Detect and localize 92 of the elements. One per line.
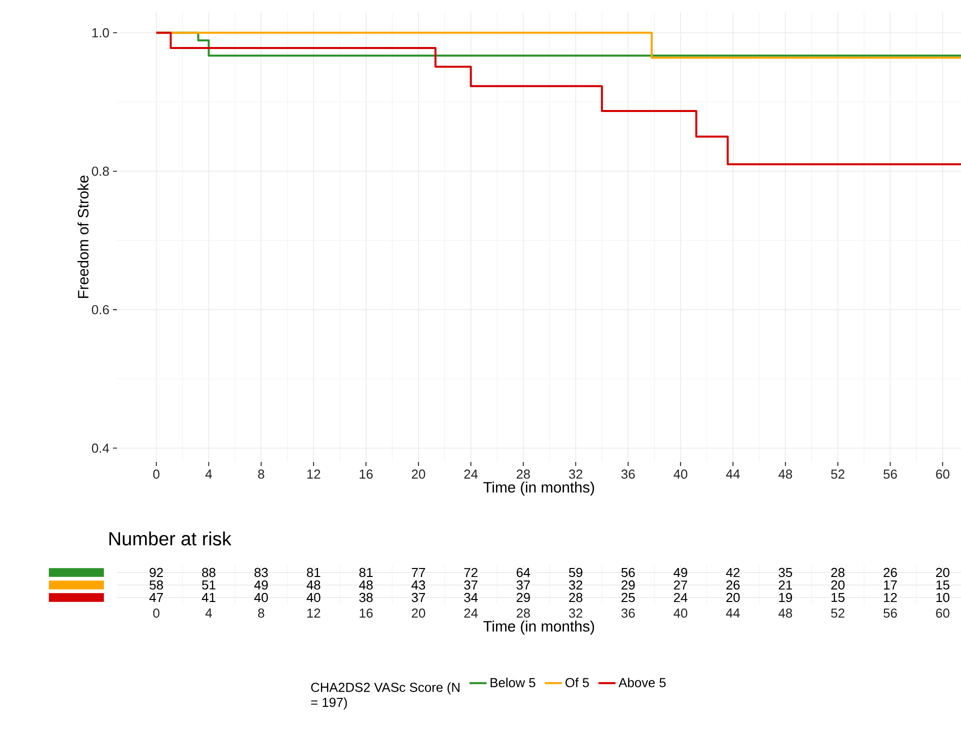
- data-label: 20: [936, 568, 950, 578]
- category-label: 56: [884, 608, 897, 618]
- x-tick-label: 20: [412, 470, 426, 479]
- text: Time (in months): [483, 620, 594, 635]
- data-label: 88: [202, 568, 216, 578]
- x-tick-label: 16: [360, 470, 373, 479]
- category-label: 28: [516, 608, 530, 618]
- data-label: 40: [306, 592, 320, 602]
- data-label: 37: [464, 580, 478, 590]
- data-label: 32: [568, 608, 582, 618]
- data-label: 59: [568, 568, 582, 578]
- data-label: 83: [254, 568, 268, 578]
- data-label: 15: [936, 580, 950, 590]
- category-label: 44: [726, 608, 740, 618]
- data-label: 19: [779, 592, 792, 602]
- data-label: 58: [150, 580, 163, 590]
- data-label: 51: [202, 580, 216, 590]
- category-label: 52: [831, 608, 844, 618]
- data-label: 64: [516, 568, 530, 578]
- data-label: 12: [884, 592, 897, 602]
- data-label: 26: [884, 568, 897, 578]
- y-tick-label: 0.6: [92, 305, 109, 314]
- x-tick-label: 12: [307, 470, 320, 479]
- x-tick-label: 40: [674, 470, 688, 479]
- x-tick-label: 24: [464, 470, 478, 479]
- data-label: 27: [674, 580, 688, 590]
- x-tick-label: 8: [258, 470, 264, 479]
- data-label: 29: [516, 592, 530, 602]
- y-tick-label: 1.0: [92, 28, 109, 38]
- data-label: 29: [622, 580, 635, 590]
- data-label: 37: [412, 592, 425, 602]
- category-label: 20: [412, 608, 426, 618]
- x-axis-title: Time (in months): [483, 482, 594, 496]
- legend-label: Of 5: [566, 678, 589, 688]
- data-label: 77: [412, 568, 425, 577]
- legend-title: CHA2DS2 VASc Score (N = 197): [311, 682, 460, 710]
- category-label: 4: [205, 608, 212, 618]
- data-label: 21: [778, 580, 792, 590]
- category-label: 32: [568, 580, 582, 590]
- category-label: 40: [674, 608, 688, 618]
- data-label: 35: [778, 568, 792, 578]
- data-label: 49: [254, 580, 268, 590]
- data-label: 25: [622, 592, 635, 602]
- legend-label: Below 5: [490, 678, 536, 688]
- x-tick-label: 52: [831, 470, 844, 479]
- data-label: 26: [726, 580, 740, 590]
- data-label: 81: [359, 568, 373, 578]
- x-tick-label: 28: [516, 470, 530, 479]
- data-label: 17: [884, 580, 897, 590]
- data-label: 92: [150, 568, 163, 578]
- data-label: 49: [674, 568, 688, 578]
- y-tick-label: 0.8: [92, 166, 109, 176]
- x-tick-label: 56: [884, 470, 897, 479]
- data-label: 34: [464, 592, 478, 602]
- data-label: 81: [306, 568, 320, 578]
- x-tick-label: 4: [205, 470, 212, 478]
- y-axis-title: Freedom of Stroke: [78, 176, 89, 298]
- category-label: 36: [621, 608, 635, 618]
- data-label: 42: [726, 568, 740, 578]
- data-label: 20: [726, 592, 740, 602]
- data-label: 56: [621, 568, 635, 578]
- x-tick-label: 48: [778, 470, 792, 479]
- data-label: 48: [359, 580, 373, 590]
- text: Number at risk: [109, 532, 232, 546]
- legend-label: Above 5: [618, 678, 666, 688]
- category-label: 48: [778, 608, 792, 618]
- x-tick-label: 36: [621, 470, 635, 479]
- data-label: 28: [831, 568, 844, 578]
- x-tick-label: 32: [568, 470, 582, 479]
- category-label: 16: [360, 608, 373, 618]
- x-tick-label: 0: [153, 470, 160, 479]
- data-label: 38: [359, 592, 373, 602]
- data-label: 15: [832, 592, 844, 602]
- data-label: 24: [674, 592, 688, 602]
- data-label: 40: [254, 592, 268, 602]
- data-label: 72: [464, 568, 478, 578]
- data-label: 47: [149, 593, 163, 602]
- category-label: 60: [936, 608, 950, 618]
- category-label: 8: [258, 608, 264, 618]
- y-tick-label: 0.4: [92, 444, 110, 453]
- data-label: 43: [412, 580, 426, 590]
- category-label: 0: [153, 608, 160, 618]
- x-tick-label: 60: [936, 470, 950, 479]
- data-label: 28: [569, 592, 582, 602]
- category-label: 24: [464, 608, 478, 618]
- data-label: 10: [936, 592, 950, 602]
- x-tick-label: 44: [726, 470, 740, 478]
- data-label: 20: [831, 580, 845, 590]
- data-label: 48: [306, 580, 320, 590]
- category-label: 12: [307, 608, 320, 618]
- data-label: 41: [202, 593, 216, 602]
- data-label: 37: [516, 580, 530, 590]
